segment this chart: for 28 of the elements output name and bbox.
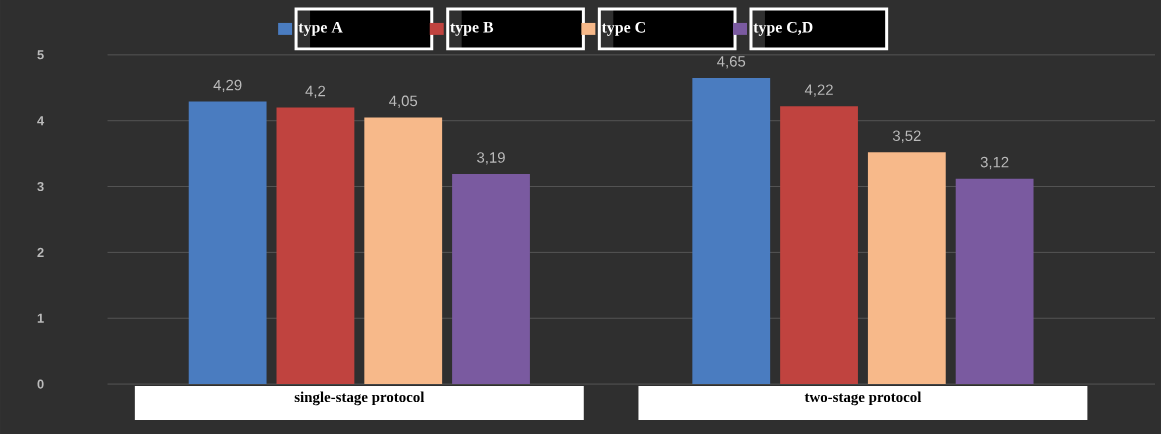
legend-label: type A — [298, 21, 343, 36]
data-label: 3,12 — [980, 156, 1009, 170]
data-label: 4,22 — [804, 84, 833, 97]
legend-label: type B — [450, 22, 494, 36]
y-tick-label: 5 — [37, 50, 44, 60]
bar — [780, 106, 858, 385]
x-tick-label: two-stage protocol — [804, 391, 922, 406]
x-tick-label: single-stage protocol — [294, 391, 425, 406]
bar — [692, 77, 771, 385]
bar — [364, 117, 443, 385]
y-tick-label: 3 — [37, 181, 44, 192]
data-label: 3,52 — [892, 130, 921, 143]
legend-label: type C,D — [753, 21, 813, 36]
y-tick-label: 1 — [37, 313, 44, 323]
bar — [276, 107, 355, 385]
data-label: 3,19 — [477, 152, 505, 165]
y-tick-label: 0 — [37, 379, 44, 389]
bar — [867, 152, 946, 385]
data-label: 4,05 — [389, 95, 418, 108]
y-tick-label: 4 — [37, 116, 45, 126]
data-label: 4,29 — [213, 79, 242, 93]
bar — [955, 178, 1034, 385]
data-label: 4,2 — [305, 85, 326, 99]
bar — [452, 174, 530, 385]
data-label: 4,65 — [717, 56, 746, 69]
bar — [188, 101, 267, 385]
legend-label: type C — [601, 21, 645, 36]
y-tick-label: 2 — [37, 247, 44, 257]
